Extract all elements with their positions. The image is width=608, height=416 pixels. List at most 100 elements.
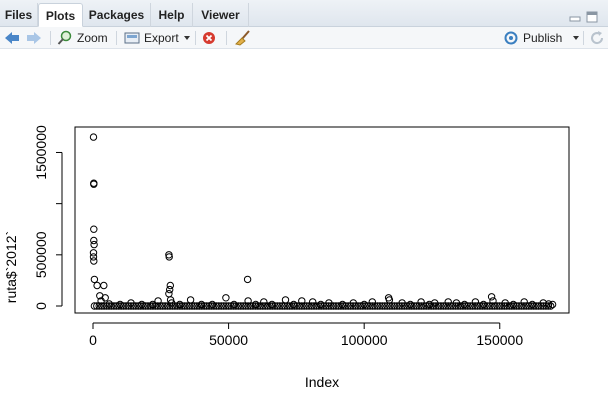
x-axis-label: Index [305, 374, 339, 390]
y-tick-label: 0 [33, 302, 49, 310]
data-point [154, 297, 162, 305]
data-point [431, 299, 439, 307]
data-point [197, 300, 206, 309]
forward-button[interactable] [26, 27, 42, 49]
data-point [273, 302, 282, 310]
data-point [406, 300, 414, 309]
data-point [239, 302, 247, 310]
data-point [252, 300, 260, 309]
data-point [356, 302, 365, 310]
data-point [281, 296, 290, 304]
data-point [298, 302, 306, 310]
data-point [243, 275, 252, 284]
data-point [349, 299, 357, 307]
data-point [183, 302, 191, 310]
remove-plot-button[interactable] [202, 27, 216, 49]
data-point [539, 299, 547, 307]
chevron-down-icon [573, 36, 580, 40]
data-point [115, 302, 123, 310]
data-point [410, 302, 418, 310]
maximize-icon[interactable] [586, 10, 598, 23]
export-button[interactable]: Export [124, 27, 191, 49]
data-point [127, 302, 135, 310]
data-point [376, 302, 384, 310]
publish-label: Publish [523, 31, 563, 45]
data-point [90, 180, 98, 188]
back-button[interactable] [4, 27, 20, 49]
data-point [167, 299, 176, 307]
data-point [407, 302, 416, 310]
y-tick-label: 1500000 [33, 125, 49, 180]
data-point [105, 300, 114, 308]
data-point [244, 297, 252, 305]
clear-all-button[interactable] [234, 27, 252, 49]
data-point [385, 296, 394, 304]
data-point [232, 302, 240, 310]
chevron-down-icon [183, 36, 190, 40]
data-point [476, 302, 484, 310]
data-point [481, 302, 489, 310]
data-point [388, 302, 396, 310]
data-point [425, 300, 433, 309]
data-point [390, 302, 399, 310]
data-point [89, 253, 98, 261]
data-point [489, 297, 497, 305]
data-point [89, 249, 98, 257]
data-point [483, 302, 491, 310]
tab-help[interactable]: Help [151, 3, 193, 27]
data-point [141, 302, 150, 310]
data-point [259, 302, 267, 310]
x-tick-label: 150000 [476, 332, 523, 348]
data-point [317, 300, 325, 309]
minimize-icon[interactable] [569, 10, 581, 22]
data-point [181, 302, 189, 310]
refresh-button[interactable] [589, 27, 605, 49]
data-point [217, 302, 226, 310]
data-point [520, 298, 528, 306]
data-point [310, 302, 318, 310]
data-point [305, 302, 313, 310]
data-point [186, 296, 195, 304]
tab-packages[interactable]: Packages [83, 3, 151, 27]
data-point [315, 302, 323, 310]
publish-button[interactable]: Publish [503, 27, 580, 49]
data-point [303, 302, 311, 310]
tab-plots[interactable]: Plots [38, 3, 83, 27]
data-point [361, 302, 369, 310]
plot-frame [74, 126, 570, 314]
tab-viewer[interactable]: Viewer [193, 3, 249, 27]
data-point [525, 302, 533, 310]
data-point [119, 302, 128, 310]
data-points [89, 133, 557, 310]
data-point [444, 298, 452, 306]
data-point [285, 302, 294, 310]
data-point [381, 302, 389, 310]
data-point [528, 300, 536, 309]
data-point [263, 302, 272, 310]
data-point [222, 302, 230, 310]
x-tick-label: 50000 [209, 332, 248, 348]
data-point [520, 302, 528, 310]
data-point [90, 236, 98, 245]
data-point [452, 299, 461, 307]
export-icon [124, 32, 140, 44]
data-point [146, 302, 155, 310]
data-point [509, 300, 517, 309]
data-point [90, 275, 99, 284]
data-point [149, 300, 157, 309]
data-point [378, 302, 386, 310]
data-point [309, 298, 317, 306]
data-point [439, 302, 448, 310]
data-point [89, 133, 98, 141]
zoom-button[interactable]: Zoom [57, 27, 108, 49]
data-point [501, 299, 509, 307]
plots-toolbar: Zoom Export Publish [0, 27, 608, 49]
tab-files[interactable]: Files [0, 3, 38, 27]
data-point [338, 300, 347, 309]
data-point [244, 302, 252, 310]
data-point [261, 302, 269, 310]
data-point [90, 302, 99, 310]
x-tick-label: 0 [89, 332, 97, 348]
data-point [107, 302, 116, 310]
